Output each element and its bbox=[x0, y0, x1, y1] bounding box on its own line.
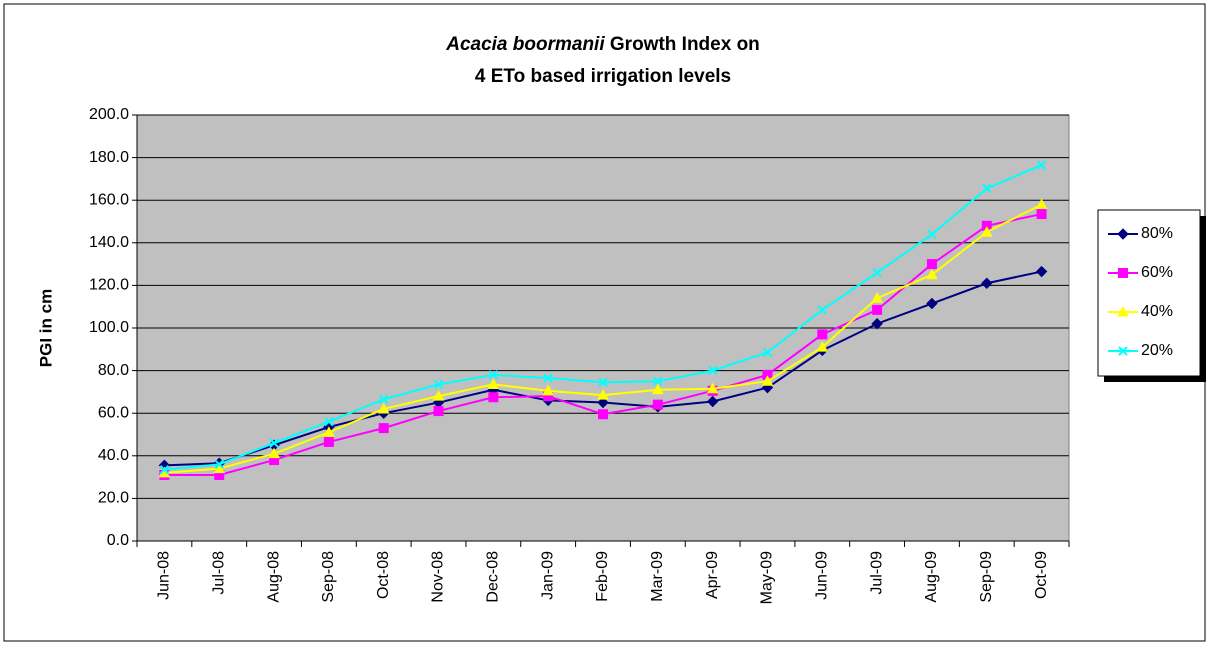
marker bbox=[543, 373, 553, 383]
marker bbox=[597, 396, 609, 409]
title-species: Acacia boormanii bbox=[445, 34, 605, 55]
x-tick-label: Sep-09 bbox=[978, 551, 995, 603]
marker bbox=[1036, 209, 1047, 220]
y-tick-label: 180.0 bbox=[89, 149, 129, 166]
marker bbox=[651, 383, 664, 395]
marker bbox=[542, 384, 555, 396]
marker bbox=[982, 183, 992, 194]
marker bbox=[268, 447, 280, 459]
marker bbox=[269, 438, 279, 448]
x-tick-label: Dec-08 bbox=[485, 551, 502, 603]
x-tick-label: Oct-09 bbox=[1033, 551, 1050, 599]
marker bbox=[1117, 305, 1129, 317]
y-tick-label: 200.0 bbox=[89, 106, 129, 123]
marker bbox=[324, 417, 334, 427]
marker bbox=[433, 406, 444, 417]
y-tick-label: 100.0 bbox=[89, 319, 129, 336]
x-tick-label: Jan-09 bbox=[539, 551, 556, 600]
marker bbox=[598, 377, 608, 388]
y-axis-label: PGI in cm bbox=[36, 289, 55, 367]
marker bbox=[981, 277, 993, 289]
x-tick-label: Aug-09 bbox=[923, 551, 940, 603]
title-line1: Growth Index on bbox=[610, 34, 760, 55]
marker bbox=[652, 399, 663, 410]
marker bbox=[159, 464, 170, 475]
x-tick-label: Oct-08 bbox=[375, 551, 392, 599]
marker bbox=[872, 304, 883, 315]
marker bbox=[706, 382, 719, 394]
marker bbox=[433, 379, 444, 390]
marker bbox=[706, 395, 719, 408]
marker bbox=[927, 229, 937, 239]
y-tick-label: 160.0 bbox=[89, 191, 129, 208]
marker bbox=[1036, 160, 1047, 170]
marker bbox=[817, 329, 828, 340]
x-tick-label: Jun-09 bbox=[814, 551, 831, 600]
x-tick-label: Jul-09 bbox=[868, 551, 885, 595]
marker bbox=[926, 297, 938, 310]
y-tick-label: 60.0 bbox=[98, 404, 129, 421]
legend-label: 20% bbox=[1141, 342, 1173, 359]
x-tick-label: Jul-08 bbox=[210, 551, 227, 595]
marker bbox=[872, 267, 882, 278]
marker bbox=[762, 347, 773, 358]
marker bbox=[323, 436, 334, 447]
marker bbox=[432, 390, 445, 401]
marker bbox=[980, 226, 993, 237]
x-tick-label: Jun-08 bbox=[156, 551, 173, 600]
marker bbox=[1117, 228, 1129, 240]
legend bbox=[1097, 209, 1201, 377]
y-tick-label: 140.0 bbox=[89, 234, 129, 251]
y-tick-label: 120.0 bbox=[89, 277, 129, 294]
marker bbox=[1118, 346, 1128, 356]
marker bbox=[707, 365, 718, 376]
x-tick-label: Sep-08 bbox=[320, 551, 337, 603]
y-tick-label: 80.0 bbox=[98, 362, 129, 379]
marker bbox=[871, 318, 883, 330]
y-tick-label: 20.0 bbox=[98, 490, 129, 507]
marker bbox=[926, 259, 937, 270]
marker bbox=[653, 376, 663, 386]
marker bbox=[487, 378, 500, 389]
x-tick-label: Apr-09 bbox=[704, 551, 721, 599]
x-tick-label: Nov-08 bbox=[430, 551, 447, 603]
marker bbox=[378, 423, 389, 434]
marker bbox=[377, 402, 390, 414]
marker bbox=[761, 375, 774, 386]
marker bbox=[598, 409, 608, 420]
chart-subtitle: 4 ETo based irrigation levels bbox=[475, 66, 731, 87]
marker bbox=[597, 389, 609, 400]
marker bbox=[817, 305, 828, 315]
marker bbox=[214, 459, 224, 470]
legend-label: 40% bbox=[1141, 303, 1173, 320]
x-tick-label: Feb-09 bbox=[594, 551, 611, 602]
x-tick-label: Aug-08 bbox=[265, 551, 282, 603]
marker bbox=[871, 292, 883, 303]
marker bbox=[488, 370, 499, 380]
y-tick-label: 0.0 bbox=[107, 532, 129, 549]
y-tick-label: 40.0 bbox=[98, 447, 129, 464]
x-tick-label: May-09 bbox=[759, 551, 776, 604]
legend-label: 60% bbox=[1141, 264, 1173, 281]
marker bbox=[816, 341, 829, 352]
marker bbox=[1035, 265, 1048, 278]
legend-label: 80% bbox=[1141, 225, 1173, 242]
x-tick-label: Mar-09 bbox=[649, 551, 666, 602]
chart-title: Acacia boormanii Growth Index on bbox=[445, 34, 760, 55]
marker bbox=[378, 394, 389, 405]
marker bbox=[323, 426, 335, 437]
marker bbox=[488, 392, 499, 403]
marker bbox=[1035, 198, 1048, 209]
marker bbox=[926, 268, 938, 280]
marker bbox=[1118, 268, 1128, 278]
